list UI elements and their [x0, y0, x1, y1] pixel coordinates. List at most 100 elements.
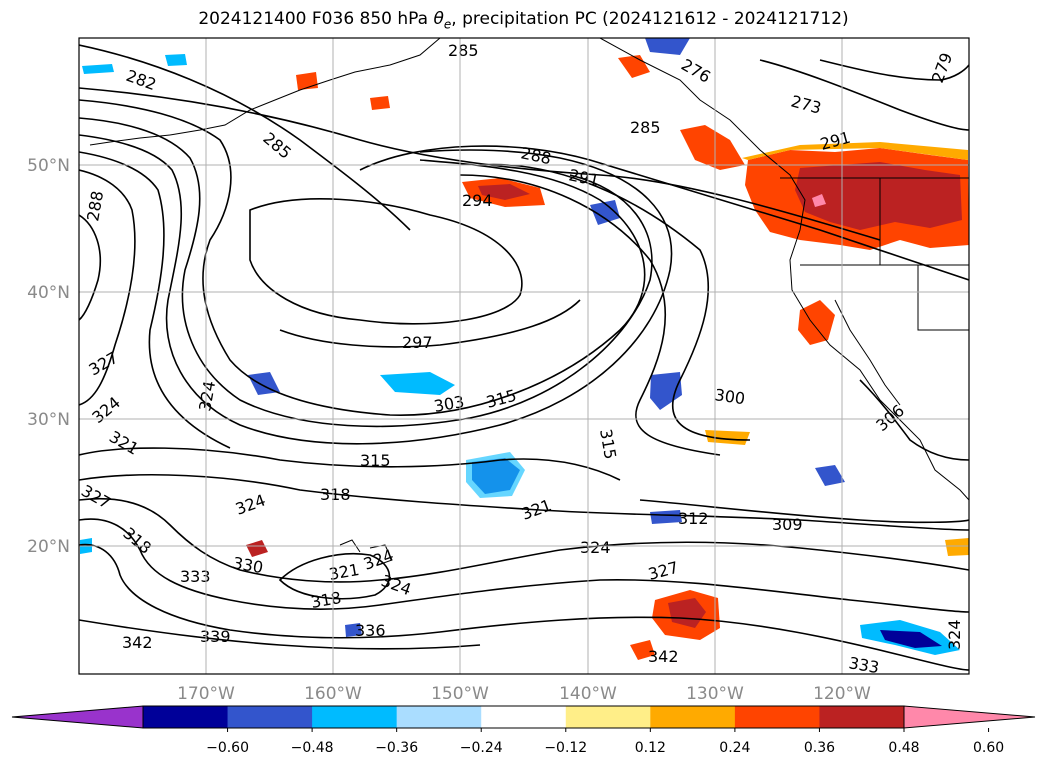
- coastlines: [89, 38, 969, 566]
- contour-line: [759, 59, 969, 131]
- precip-area-pnw-peak: [812, 194, 826, 207]
- negative-area-5: [380, 372, 455, 395]
- contour-line: [359, 145, 969, 281]
- lon-label: 170°W: [177, 684, 235, 704]
- contour-label: 300: [713, 385, 746, 408]
- contour-line: [79, 151, 231, 449]
- contour-line: [79, 169, 136, 406]
- colorbar-tick-label: 0.24: [719, 740, 750, 756]
- contour-line: [79, 474, 969, 531]
- negative-area-1-edge: [466, 452, 525, 498]
- precip-area-pnw-edge: [742, 142, 968, 160]
- contour-line: [79, 543, 969, 671]
- contour-line: [79, 87, 881, 241]
- coast-na-west: [599, 38, 969, 501]
- negative-area-10: [165, 54, 187, 66]
- colorbar: −0.60 −0.48 −0.36 −0.24 −0.12 0.12 0.24 0.36 0.4…: [11, 705, 1036, 756]
- colorbar-bin: [143, 706, 229, 728]
- contour-label: 324: [945, 619, 964, 650]
- map-plot-area: 282 285 285 285 288 288 291 291 294 297 …: [79, 38, 969, 677]
- precip-area-se2: [705, 430, 750, 445]
- negative-area-7: [650, 510, 682, 524]
- colorbar-tick-label: 0.36: [804, 740, 835, 756]
- precip-area-offshore-core: [478, 184, 530, 200]
- lon-label: 130°W: [686, 684, 744, 704]
- contour-label: 342: [122, 633, 153, 652]
- precip-area-ca: [798, 300, 835, 345]
- precipitation-fills: [80, 38, 969, 660]
- colorbar-bin: [819, 706, 905, 728]
- colorbar-tick-label: −0.12: [544, 740, 587, 756]
- colorbar-bin: [312, 706, 398, 728]
- lon-label: 160°W: [304, 684, 362, 704]
- precip-area-se1: [945, 538, 969, 556]
- contour-line: [639, 499, 969, 524]
- precip-area-south-small: [630, 640, 655, 660]
- contour-label: 342: [648, 647, 679, 666]
- contour-line: [479, 163, 751, 441]
- contour-line: [79, 99, 646, 416]
- lat-label: 30°N: [27, 410, 70, 430]
- colorbar-tick-label: −0.48: [291, 740, 334, 756]
- border-states: [800, 178, 969, 331]
- contour-line: [79, 619, 481, 650]
- colorbar-bin: [396, 706, 482, 728]
- figure-title: 2024121400 F036 850 hPa θe, precipitatio…: [198, 9, 849, 32]
- contour-line: [819, 59, 969, 81]
- colorbar-bin: [227, 706, 313, 728]
- colorbar-ticks: −0.60 −0.48 −0.36 −0.24 −0.12 0.12 0.24 0.36 0.4…: [206, 728, 1004, 756]
- lon-label: 150°W: [431, 684, 489, 704]
- precip-area-hawaii: [246, 540, 268, 557]
- contour-label: 333: [847, 653, 880, 677]
- lon-axis-labels: 170°W 160°W 150°W 140°W 130°W 120°W: [177, 684, 871, 704]
- colorbar-bin: [565, 706, 651, 728]
- contour-line: [79, 518, 969, 613]
- negative-area-11: [645, 38, 690, 55]
- precip-area-south-core: [668, 598, 706, 628]
- colorbar-tick-label: −0.60: [206, 740, 249, 756]
- negative-area-9: [82, 64, 114, 74]
- colorbar-tick-label: 0.48: [888, 740, 919, 756]
- lon-label: 120°W: [813, 684, 871, 704]
- colorbar-tick-label: 0.60: [973, 740, 1004, 756]
- theta-e-contours: [79, 44, 969, 671]
- colorbar-bin: [650, 706, 736, 728]
- lon-label: 140°W: [559, 684, 617, 704]
- colorbar-frame: [142, 705, 905, 729]
- contour-label: 285: [448, 41, 479, 60]
- contour-label: 297: [402, 333, 433, 352]
- colorbar-tick-label: −0.36: [375, 740, 418, 756]
- contour-line: [79, 214, 102, 321]
- colorbar-under-extension: [11, 705, 144, 729]
- contour-line: [79, 134, 673, 445]
- contour-label: 336: [355, 621, 386, 640]
- map-frame: [78, 37, 970, 675]
- contour-line: [249, 198, 523, 325]
- lat-label: 40°N: [27, 283, 70, 303]
- coast-alaska: [169, 38, 441, 136]
- precip-area-bc: [680, 125, 745, 170]
- colorbar-bin: [734, 706, 820, 728]
- lat-label: 50°N: [27, 156, 70, 176]
- precip-area-nw-small2: [370, 96, 390, 110]
- colorbar-bin: [481, 706, 567, 728]
- negative-area-4: [590, 200, 620, 225]
- negative-area-2-core: [880, 630, 942, 648]
- contour-label: 339: [200, 627, 231, 646]
- colorbar-tick-label: −0.24: [460, 740, 503, 756]
- colorbar-tick-label: 0.12: [635, 740, 666, 756]
- colorbar-over-extension: [903, 705, 1036, 729]
- contour-label: 324: [580, 538, 611, 557]
- lat-axis-labels: 50°N 40°N 30°N 20°N: [27, 156, 70, 557]
- contour-label: 333: [180, 567, 211, 586]
- contour-line: [459, 174, 721, 456]
- contour-label: 285: [630, 118, 661, 137]
- contour-line: [79, 117, 653, 428]
- contour-label: 294: [462, 191, 493, 210]
- contour-label: 318: [320, 485, 351, 504]
- coast-aleutians: [89, 134, 171, 146]
- contour-label: 309: [772, 515, 803, 534]
- contour-line: [279, 299, 581, 348]
- contour-line: [278, 552, 391, 600]
